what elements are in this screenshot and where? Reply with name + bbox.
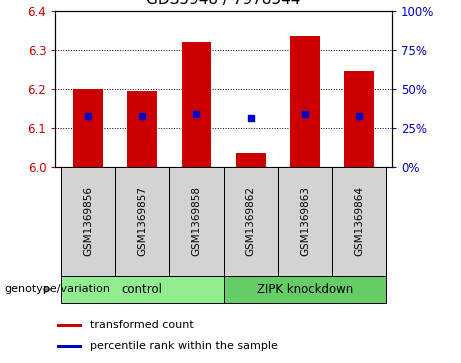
FancyBboxPatch shape bbox=[169, 167, 224, 276]
Bar bbox=[57, 345, 82, 348]
Text: genotype/variation: genotype/variation bbox=[5, 285, 111, 294]
FancyBboxPatch shape bbox=[278, 167, 332, 276]
FancyBboxPatch shape bbox=[224, 167, 278, 276]
Text: percentile rank within the sample: percentile rank within the sample bbox=[89, 341, 278, 351]
Text: GSM1369857: GSM1369857 bbox=[137, 187, 147, 256]
Text: GSM1369862: GSM1369862 bbox=[246, 187, 256, 256]
Text: GSM1369864: GSM1369864 bbox=[355, 187, 364, 256]
Text: GSM1369856: GSM1369856 bbox=[83, 187, 93, 256]
FancyBboxPatch shape bbox=[115, 167, 169, 276]
FancyBboxPatch shape bbox=[61, 167, 115, 276]
Bar bbox=[236, 153, 266, 167]
FancyBboxPatch shape bbox=[61, 276, 224, 303]
Bar bbox=[290, 36, 320, 167]
Text: ZIPK knockdown: ZIPK knockdown bbox=[257, 283, 353, 296]
Text: GSM1369858: GSM1369858 bbox=[191, 187, 201, 256]
Bar bbox=[182, 42, 212, 167]
Bar bbox=[127, 91, 157, 167]
Title: GDS5948 / 7978544: GDS5948 / 7978544 bbox=[147, 0, 301, 7]
Text: transformed count: transformed count bbox=[89, 321, 193, 330]
Text: GSM1369863: GSM1369863 bbox=[300, 187, 310, 256]
FancyBboxPatch shape bbox=[332, 167, 386, 276]
Bar bbox=[344, 72, 374, 167]
Bar bbox=[73, 89, 103, 167]
Text: control: control bbox=[122, 283, 163, 296]
Bar bbox=[57, 324, 82, 327]
FancyBboxPatch shape bbox=[224, 276, 386, 303]
